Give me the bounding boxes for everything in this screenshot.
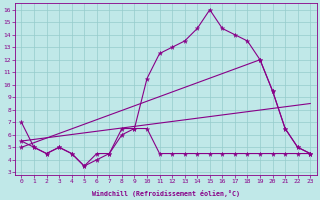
X-axis label: Windchill (Refroidissement éolien,°C): Windchill (Refroidissement éolien,°C) (92, 190, 240, 197)
